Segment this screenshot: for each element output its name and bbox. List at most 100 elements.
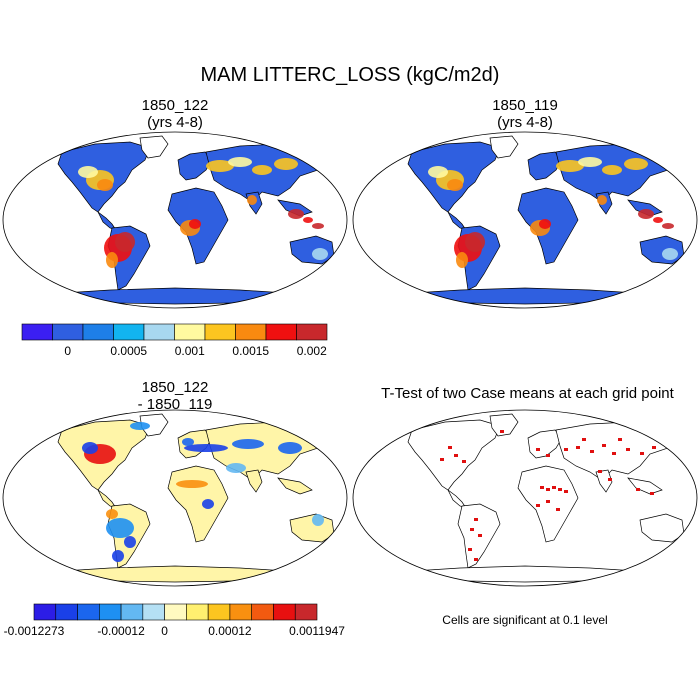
significant-cell-25 <box>598 470 602 473</box>
diff-patch-2 <box>106 518 134 538</box>
colorbar-swatch-7 <box>186 603 209 621</box>
data-patch-9 <box>447 179 463 191</box>
significant-cell-6 <box>478 534 482 537</box>
significant-cell-31 <box>500 430 504 433</box>
land-greenland <box>489 413 519 437</box>
data-patch-2 <box>106 252 118 268</box>
land-greenland <box>489 135 519 159</box>
panel-title-case2: 1850_119 (yrs 4-8) <box>410 97 640 131</box>
panel-title-case2-line1: 1850_119 <box>492 97 558 114</box>
significant-cell-10 <box>546 488 550 491</box>
data-patch-16 <box>312 248 328 260</box>
significant-cell-15 <box>536 504 540 507</box>
significant-cell-23 <box>640 452 644 455</box>
colorbar-swatch-0 <box>33 603 57 621</box>
data-patch-12 <box>228 157 252 167</box>
colorbar-swatch-9 <box>229 603 252 621</box>
significant-cell-8 <box>474 558 478 561</box>
colorbar-swatch-1 <box>55 603 78 621</box>
diff-patch-9 <box>232 439 264 449</box>
significant-cell-5 <box>470 528 474 531</box>
significant-cell-0 <box>440 458 444 461</box>
diff-patch-13 <box>312 514 324 526</box>
significant-cell-28 <box>650 492 654 495</box>
significant-cell-24 <box>652 446 656 449</box>
colorbar-swatch-2 <box>82 323 114 341</box>
diff-patch-5 <box>106 509 118 519</box>
land-india <box>595 469 613 493</box>
data-patch-6 <box>653 217 663 223</box>
colorbar-case1: 0 0.0005 0.001 0.0015 0.002 <box>21 323 328 358</box>
land-seAsia <box>277 477 313 495</box>
map-case2 <box>352 131 698 309</box>
colorbar-swatch-4 <box>143 323 175 341</box>
map-diff <box>2 409 348 587</box>
significant-cell-13 <box>564 490 568 493</box>
map-ttest <box>352 409 698 587</box>
figure-title: MAM LITTERC_LOSS (kgC/m2d) <box>200 64 500 86</box>
colorbar-swatch-7 <box>235 323 267 341</box>
diff-patch-1 <box>82 442 98 454</box>
significant-cell-1 <box>454 454 458 457</box>
panel-title-diff-line1: 1850_122 <box>141 379 209 396</box>
significant-cell-17 <box>564 448 568 451</box>
diff-patch-4 <box>112 550 124 562</box>
colorbar-tick-label-0: -0.0012273 <box>4 624 65 638</box>
colorbar-swatch-12 <box>294 603 318 621</box>
colorbar-swatch-2 <box>77 603 100 621</box>
significant-cell-32 <box>582 438 586 441</box>
map-case1 <box>2 131 348 309</box>
land-seAsia <box>277 199 313 217</box>
land-europe <box>527 151 563 181</box>
data-patch-4 <box>189 219 201 229</box>
data-patch-7 <box>312 223 324 229</box>
colorbar-swatch-4 <box>120 603 144 621</box>
data-patch-14 <box>274 158 298 170</box>
significant-cell-11 <box>552 486 556 489</box>
diff-patch-7 <box>202 499 214 509</box>
data-patch-6 <box>303 217 313 223</box>
data-patch-11 <box>556 160 584 172</box>
significant-cell-29 <box>536 448 540 451</box>
land-seAsia <box>627 199 663 217</box>
colorbar-swatch-8 <box>207 603 231 621</box>
data-patch-1 <box>115 232 135 252</box>
panel-title-ttest: T-Test of two Case means at each grid po… <box>381 385 674 402</box>
data-patch-10 <box>428 166 448 178</box>
colorbar-swatch-3 <box>113 323 145 341</box>
colorbar-swatch-0 <box>21 323 53 341</box>
diff-patch-11 <box>182 438 194 446</box>
significant-cell-4 <box>474 518 478 521</box>
significant-cell-21 <box>612 452 616 455</box>
colorbar-tick-label-4: 0.002 <box>297 344 327 358</box>
land-seAsia <box>627 477 663 495</box>
diff-patch-3 <box>124 536 136 548</box>
colorbar-swatch-3 <box>99 603 122 621</box>
panel-title-case1-line1: 1850_122 <box>141 97 209 114</box>
ttest-note: Cells are significant at 0.1 level <box>442 613 608 627</box>
land-africa <box>517 465 579 543</box>
colorbar-swatch-11 <box>273 603 296 621</box>
significant-cell-30 <box>546 454 550 457</box>
colorbar-diff: -0.0012273 -0.00012 0 0.00012 0.0011947 <box>4 603 345 638</box>
panel-title-case2-line2: (yrs 4-8) <box>497 114 553 131</box>
data-patch-1 <box>465 232 485 252</box>
significant-cell-26 <box>608 478 612 481</box>
diff-patch-8 <box>184 444 228 452</box>
data-patch-16 <box>662 248 678 260</box>
panel-title-case1: 1850_122 (yrs 4-8) <box>60 97 290 131</box>
data-patch-12 <box>578 157 602 167</box>
land-india <box>245 469 263 493</box>
diff-patch-6 <box>176 480 208 488</box>
diff-patch-10 <box>278 442 302 454</box>
colorbar-swatch-9 <box>296 323 328 341</box>
colorbar-tick-label-4: 0.0011947 <box>289 624 345 638</box>
data-patch-13 <box>252 165 272 175</box>
data-patch-15 <box>247 195 257 205</box>
colorbar-swatch-1 <box>52 323 84 341</box>
data-patch-5 <box>288 209 304 219</box>
significant-cell-27 <box>636 488 640 491</box>
colorbar-tick-label-1: -0.00012 <box>97 624 145 638</box>
map-border <box>2 409 348 587</box>
data-patch-10 <box>78 166 98 178</box>
